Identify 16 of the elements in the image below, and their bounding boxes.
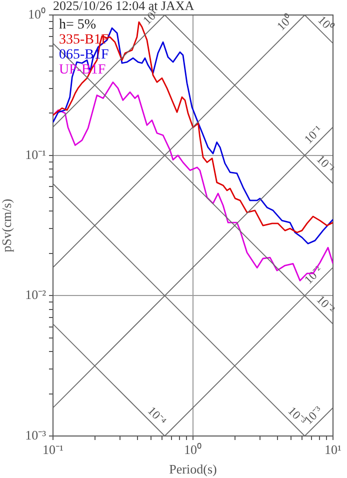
y-tick-label: 10⁻¹ (25, 146, 46, 162)
y-tick-label: 10⁻³ (25, 427, 46, 442)
y-tick-label: 10⁰ (28, 6, 46, 22)
x-axis-title: Period(s) (169, 462, 217, 477)
y-tick-label: 10⁻² (25, 287, 46, 302)
annotation: 10⁰ (274, 12, 296, 34)
x-tick-label: 10⁻¹ (42, 442, 64, 458)
annotation: 10⁻² (314, 292, 338, 316)
x-tick-label: 10⁰ (184, 442, 202, 458)
annotation: 10⁻⁴ (145, 404, 170, 428)
y-axis-title: pSv(cm/s) (0, 198, 14, 252)
x-tick-label: 10¹ (324, 442, 342, 458)
annotation: 10⁻¹ (301, 122, 326, 146)
annotation: h= 5% (59, 18, 96, 33)
annotation: 10⁰ (315, 12, 336, 34)
annotation: 10⁻¹ (314, 152, 338, 176)
